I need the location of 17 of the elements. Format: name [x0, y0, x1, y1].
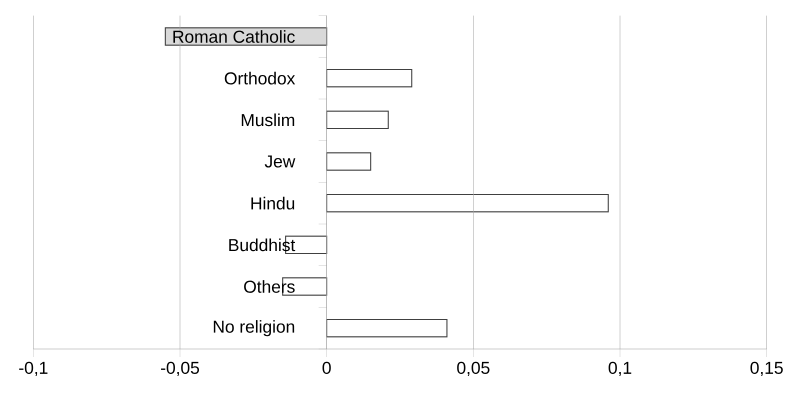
x-tick-label: -0,1 — [19, 362, 48, 376]
bar — [326, 152, 372, 171]
bar — [326, 194, 609, 212]
bar — [326, 318, 448, 338]
x-tick-label: 0,1 — [608, 362, 632, 376]
bar — [326, 68, 412, 88]
y-tick-label: Hindu — [251, 196, 294, 210]
y-tick-label: Orthodox — [224, 72, 296, 85]
bar — [326, 110, 389, 130]
y-tick-label: Jew — [264, 155, 296, 168]
x-tick-label: -0,05 — [161, 362, 200, 376]
y-tick-label: Muslim — [242, 113, 294, 126]
x-tick-label: 0,15 — [750, 362, 783, 376]
x-tick-label: 0,05 — [457, 362, 490, 376]
x-tick-label: 0 — [322, 362, 331, 374]
y-tick-label: No religion — [214, 320, 294, 336]
y-tick-label: Roman Catholic — [173, 30, 295, 43]
